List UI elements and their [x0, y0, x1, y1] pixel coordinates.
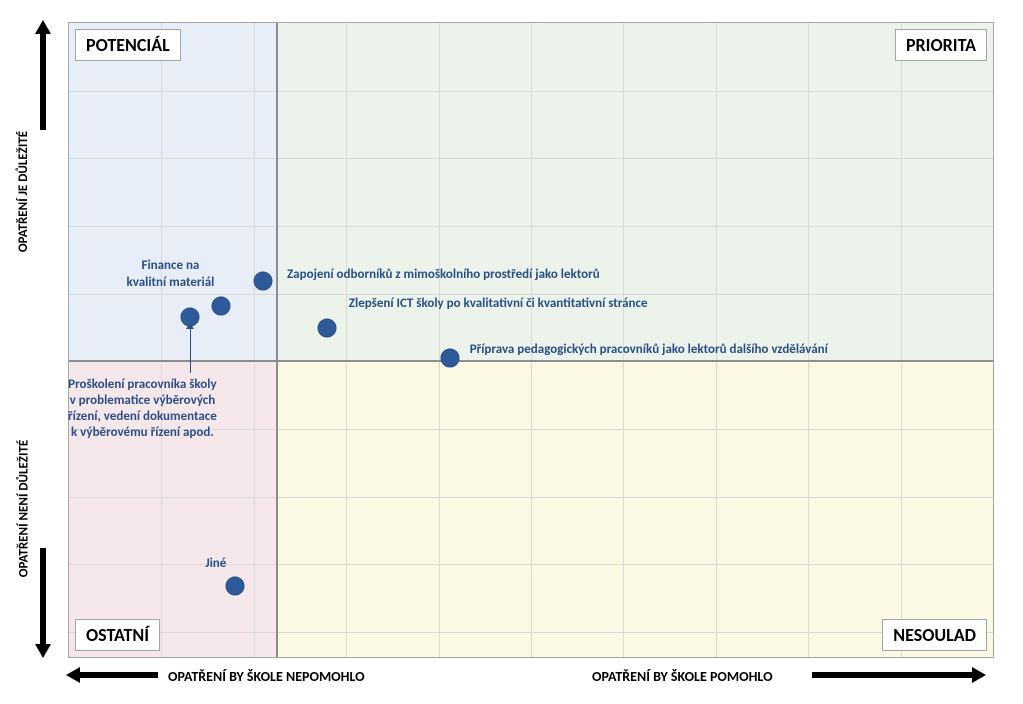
y-axis-arrowhead-up [35, 20, 51, 34]
data-point-jine [225, 576, 245, 596]
plot-area: POTENCIÁL PRIORITA OSTATNÍ NESOULAD Zapo… [68, 22, 994, 658]
grid-line-h [69, 632, 993, 633]
grid-line-v [531, 23, 532, 657]
data-point-zlepseni-ict [317, 318, 337, 338]
x-axis-arrowhead-right [972, 667, 986, 683]
grid-line-h [69, 91, 993, 92]
quadrant-label-priorita: PRIORITA [895, 29, 987, 61]
y-axis-arrowhead-down [35, 644, 51, 658]
data-point-label: Finance nakvalitní materiál [127, 258, 215, 291]
grid-line-v [346, 23, 347, 657]
grid-line-v [254, 23, 255, 657]
data-point-label: Proškolení pracovníka školyv problematic… [68, 377, 217, 442]
quadrant-label-ostatni: OSTATNÍ [75, 619, 160, 651]
x-axis-label-left: OPATŘENÍ BY ŠKOLE NEPOMOHLO [168, 668, 365, 685]
x-axis-arrow-left [80, 672, 158, 678]
data-point-zapojeni-odborniku [253, 271, 273, 291]
data-point-finance-na-kvalitni-material [211, 296, 231, 316]
grid-line-v [808, 23, 809, 657]
y-axis-arrow-down [40, 548, 46, 644]
grid-line-v [901, 23, 902, 657]
y-axis-arrow-up [40, 34, 46, 130]
data-point-label: Příprava pedagogických pracovníků jako l… [470, 342, 828, 358]
quadrant-bottom-right [277, 361, 993, 657]
data-point-priprava-pedagogickych [440, 348, 460, 368]
data-point-label: Zlepšení ICT školy po kvalitativní či kv… [349, 296, 648, 312]
data-point-label: Zapojení odborníků z mimoškolního prostř… [287, 267, 600, 283]
y-axis-label-bottom: OPATŘENÍ NENÍ DŮLEŽITÉ [17, 439, 32, 577]
grid-line-v [716, 23, 717, 657]
grid-line-h [69, 226, 993, 227]
annotation-line [190, 329, 191, 373]
x-axis-label-right: OPATŘENÍ BY ŠKOLE POMOHLO [592, 668, 773, 685]
grid-line-v [439, 23, 440, 657]
grid-line-v [623, 23, 624, 657]
quadrant-label-nesoulad: NESOULAD [882, 619, 987, 651]
grid-line-h [69, 158, 993, 159]
y-axis-label-top: OPATŘENÍ JE DŮLEŽITÉ [17, 130, 32, 251]
quadrant-label-potencial: POTENCIÁL [75, 29, 181, 61]
data-point-proskoleni-pracovnika [180, 307, 200, 327]
x-axis-arrow-right [812, 672, 972, 678]
quadrant-divider-vertical [276, 23, 278, 657]
grid-line-h [69, 294, 993, 295]
grid-line-v [161, 23, 162, 657]
x-axis-arrowhead-left [66, 667, 80, 683]
chart-stage: POTENCIÁL PRIORITA OSTATNÍ NESOULAD Zapo… [0, 0, 1023, 704]
quadrant-top-left [69, 23, 277, 361]
quadrant-divider-horizontal [69, 360, 993, 362]
data-point-label: Jiné [205, 556, 226, 572]
grid-line-h [69, 497, 993, 498]
